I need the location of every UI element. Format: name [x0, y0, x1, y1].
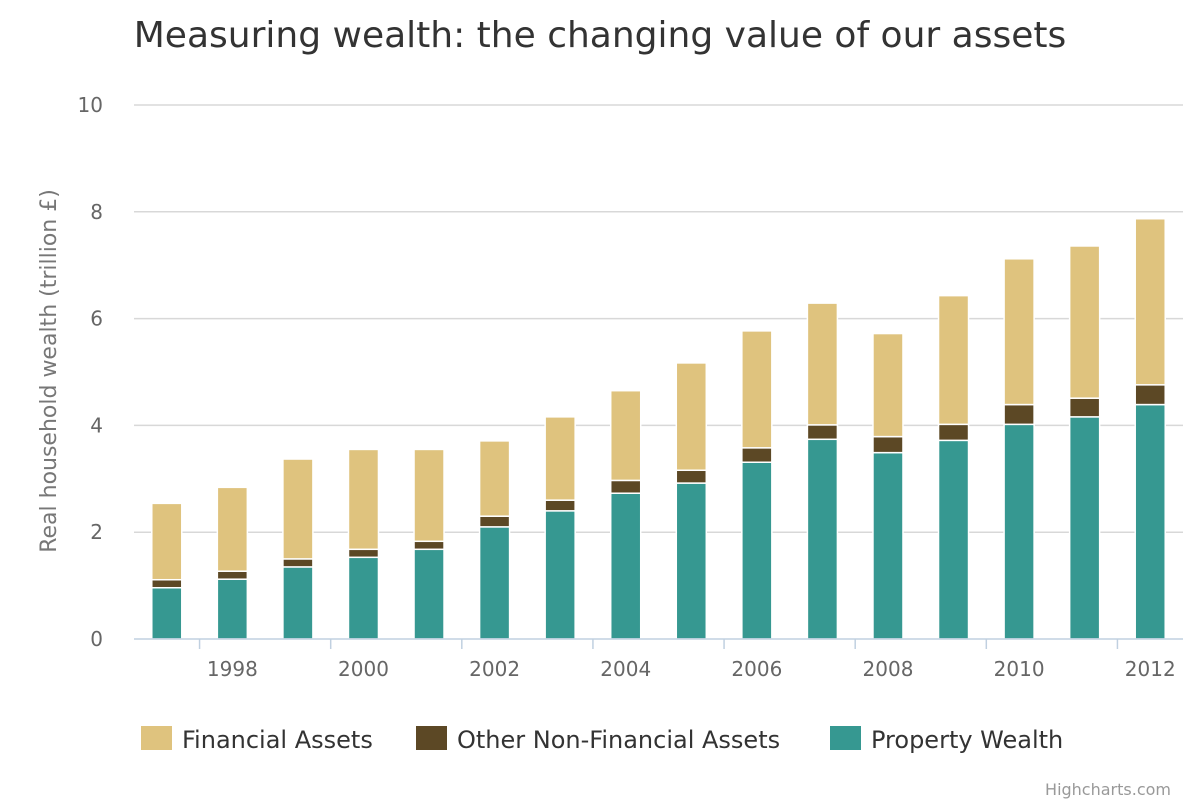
- bar-property-wealth-2002[interactable]: [478, 526, 511, 640]
- bar-other-non-financial-assets-2009[interactable]: [937, 423, 970, 442]
- bar-property-wealth-1998[interactable]: [216, 578, 249, 640]
- bar-other-non-financial-assets-2010[interactable]: [1003, 403, 1035, 426]
- bar-other-non-financial-assets-1998[interactable]: [216, 570, 249, 580]
- y-tick-label: 4: [90, 413, 103, 437]
- bar-other-non-financial-assets-2002[interactable]: [478, 515, 511, 528]
- bar-other-non-financial-assets-1997[interactable]: [151, 578, 183, 589]
- y-tick-label: 0: [90, 627, 103, 651]
- bar-other-non-financial-assets-2003[interactable]: [544, 499, 576, 512]
- bar-financial-assets-2006[interactable]: [741, 330, 773, 449]
- legend-label: Other Non-Financial Assets: [457, 726, 780, 754]
- bar-property-wealth-2009[interactable]: [937, 439, 970, 640]
- bar-financial-assets-1998[interactable]: [216, 486, 249, 572]
- bar-other-non-financial-assets-2000[interactable]: [347, 548, 380, 559]
- bar-property-wealth-2008[interactable]: [872, 451, 904, 640]
- bar-financial-assets-2003[interactable]: [544, 416, 576, 501]
- bar-property-wealth-2010[interactable]: [1003, 423, 1035, 640]
- bar-property-wealth-1997[interactable]: [151, 586, 183, 640]
- bar-financial-assets-2004[interactable]: [609, 389, 642, 482]
- y-axis-tick-labels: 0 2 4 6 8 10: [78, 93, 103, 651]
- chart-title: Measuring wealth: the changing value of …: [134, 15, 1066, 56]
- credit-link[interactable]: Highcharts.com: [1045, 780, 1171, 799]
- bar-property-wealth-1999[interactable]: [282, 566, 314, 640]
- bar-property-wealth-2001[interactable]: [413, 548, 445, 640]
- y-tick-label: 10: [78, 93, 103, 117]
- y-tick-label: 2: [90, 520, 103, 544]
- x-tick-label: 2008: [863, 657, 914, 681]
- bar-property-wealth-2000[interactable]: [347, 556, 380, 640]
- legend: Financial Assets Other Non-Financial Asse…: [141, 726, 1063, 754]
- bar-property-wealth-2012[interactable]: [1134, 403, 1166, 640]
- bar-other-non-financial-assets-2004[interactable]: [609, 479, 642, 494]
- x-axis-ticks: 1998 2000 2002 2004 2006 2008 2010 2012: [198, 639, 1176, 681]
- y-tick-label: 6: [90, 307, 103, 331]
- legend-label: Property Wealth: [871, 726, 1063, 754]
- bar-property-wealth-2004[interactable]: [609, 492, 642, 640]
- bar-financial-assets-2008[interactable]: [872, 332, 904, 438]
- bar-property-wealth-2011[interactable]: [1068, 416, 1101, 640]
- legend-swatch: [416, 726, 447, 750]
- x-tick-label: 2002: [469, 657, 520, 681]
- bar-financial-assets-2011[interactable]: [1068, 245, 1101, 399]
- bar-financial-assets-2009[interactable]: [937, 294, 970, 426]
- bar-other-non-financial-assets-1999[interactable]: [282, 558, 314, 568]
- x-tick-label: 2006: [731, 657, 782, 681]
- legend-swatch: [141, 726, 172, 750]
- y-tick-label: 8: [90, 200, 103, 224]
- x-tick-label: 2004: [600, 657, 651, 681]
- bar-financial-assets-2001[interactable]: [413, 448, 445, 543]
- bar-property-wealth-2003[interactable]: [544, 510, 576, 640]
- bar-financial-assets-2010[interactable]: [1003, 258, 1035, 406]
- bar-financial-assets-2000[interactable]: [347, 448, 380, 551]
- bar-financial-assets-2012[interactable]: [1134, 217, 1166, 386]
- bar-other-non-financial-assets-2011[interactable]: [1068, 397, 1101, 418]
- bar-other-non-financial-assets-2008[interactable]: [872, 435, 904, 454]
- bar-financial-assets-2005[interactable]: [675, 362, 708, 472]
- legend-swatch: [830, 726, 861, 750]
- x-tick-label: 2000: [338, 657, 389, 681]
- x-tick-label: 2012: [1125, 657, 1176, 681]
- bar-other-non-financial-assets-2005[interactable]: [675, 469, 708, 484]
- legend-item-financial-assets[interactable]: Financial Assets: [141, 726, 373, 754]
- bar-financial-assets-2002[interactable]: [478, 440, 511, 517]
- legend-label: Financial Assets: [182, 726, 373, 754]
- bar-other-non-financial-assets-2012[interactable]: [1134, 384, 1166, 406]
- bar-property-wealth-2006[interactable]: [741, 461, 773, 640]
- bar-property-wealth-2005[interactable]: [675, 482, 708, 640]
- bar-financial-assets-2007[interactable]: [806, 302, 839, 426]
- legend-item-property-wealth[interactable]: Property Wealth: [830, 726, 1063, 754]
- bar-other-non-financial-assets-2007[interactable]: [806, 424, 839, 441]
- legend-item-other-non-financial-assets[interactable]: Other Non-Financial Assets: [416, 726, 780, 754]
- bar-other-non-financial-assets-2006[interactable]: [741, 447, 773, 463]
- bar-financial-assets-1999[interactable]: [282, 458, 314, 560]
- bar-other-non-financial-assets-2001[interactable]: [413, 540, 445, 551]
- bar-property-wealth-2007[interactable]: [806, 438, 839, 640]
- x-tick-label: 1998: [207, 657, 258, 681]
- x-tick-label: 2010: [994, 657, 1045, 681]
- y-axis-title: Real household wealth (trillion £): [37, 189, 62, 553]
- bar-financial-assets-1997[interactable]: [151, 502, 183, 581]
